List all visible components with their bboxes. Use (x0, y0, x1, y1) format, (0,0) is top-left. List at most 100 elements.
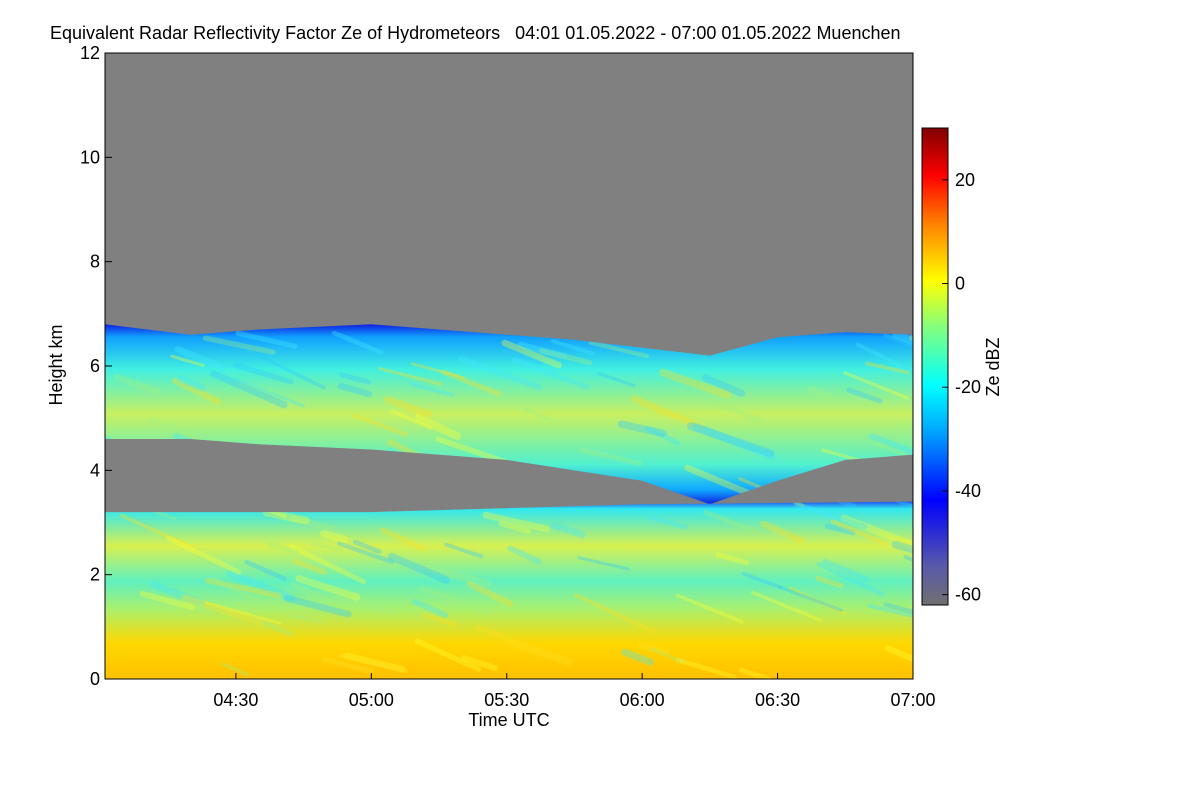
texture-streak (295, 575, 361, 601)
colorbar-gradient (921, 127, 949, 606)
texture-streak (822, 558, 869, 582)
texture-streak (232, 362, 294, 385)
colorbar-tick-label: -40 (955, 481, 981, 501)
y-tick-label: 10 (80, 147, 100, 167)
texture-streak (675, 657, 737, 679)
texture-streak (236, 380, 273, 395)
texture-streak (760, 520, 805, 544)
texture-streak (466, 580, 514, 607)
texture-streak (139, 590, 196, 611)
texture-streak (867, 603, 913, 619)
texture-streak (390, 409, 432, 430)
texture-streak (262, 508, 310, 525)
texture-streak (551, 522, 586, 539)
texture-streak (266, 541, 300, 555)
texture-streak (209, 370, 288, 409)
texture-streak (204, 577, 282, 599)
texture-streak (232, 376, 305, 408)
chart-title: Equivalent Radar Reflectivity Factor Ze … (50, 23, 901, 43)
plot-area: 04:30 05:00 05:30 06:00 06:30 07:00 0 2 4 6 8 10 12 (80, 43, 936, 710)
texture-streak (701, 374, 746, 398)
texture-streak (410, 362, 465, 380)
texture-streak (501, 339, 562, 369)
texture-streak (692, 422, 776, 461)
texture-streak (883, 333, 913, 355)
texture-streak (659, 368, 732, 399)
texture-streak (617, 420, 667, 438)
x-tick-label: 06:00 (620, 690, 665, 710)
texture-streak (288, 613, 323, 624)
texture-streak (502, 349, 543, 366)
texture-streak (292, 558, 328, 576)
texture-streak (338, 653, 409, 674)
y-tick-label: 4 (90, 460, 100, 480)
texture-streak (686, 422, 775, 458)
texture-streak (596, 371, 636, 388)
texture-streak (444, 542, 484, 559)
y-tick-label: 6 (90, 356, 100, 376)
texture-streak (482, 511, 550, 533)
texture-streak (577, 556, 630, 571)
lower-precipitation-layer (105, 501, 913, 679)
texture-streak (244, 559, 287, 582)
texture-streak (884, 645, 913, 679)
texture-streak (821, 448, 860, 462)
colorbar-tick-label: -60 (955, 585, 981, 605)
texture-streak (177, 374, 206, 391)
texture-streak (435, 436, 511, 466)
texture-streak (414, 638, 482, 672)
texture-streak (883, 602, 913, 628)
texture-streak (352, 413, 408, 437)
x-tick-label: 07:00 (890, 690, 935, 710)
texture-streak (150, 581, 206, 607)
texture-streak (498, 521, 531, 534)
texture-streak (305, 596, 346, 615)
texture-streak (221, 661, 250, 677)
texture-streak (715, 552, 749, 566)
x-axis-label: Time UTC (468, 710, 549, 730)
texture-streak (649, 515, 689, 530)
texture-streak (517, 341, 568, 360)
texture-streak (843, 371, 910, 400)
texture-streak (868, 432, 913, 469)
texture-streak (283, 594, 352, 618)
texture-streak (339, 372, 372, 385)
texture-streak (387, 553, 450, 584)
texture-streak (504, 637, 573, 666)
texture-streak (245, 348, 326, 390)
texture-streak (703, 509, 760, 535)
texture-streak (716, 401, 763, 424)
texture-streak (637, 641, 671, 656)
texture-streak (250, 615, 294, 637)
texture-streak (621, 648, 654, 666)
texture-streak (741, 571, 782, 590)
texture-streak (170, 354, 205, 367)
y-tick-label: 8 (90, 252, 100, 272)
texture-streak (408, 381, 455, 398)
texture-streak (411, 598, 448, 619)
y-tick-label: 0 (90, 669, 100, 689)
x-tick-label: 06:30 (755, 690, 800, 710)
texture-streak (441, 369, 501, 397)
texture-streak (120, 513, 194, 550)
texture-streak (320, 530, 348, 544)
texture-streak (343, 652, 406, 673)
y-tick-label: 12 (80, 43, 100, 63)
texture-streak (816, 561, 885, 597)
texture-streak (378, 366, 443, 386)
texture-streak (332, 595, 398, 615)
texture-streak (336, 541, 395, 565)
texture-streak (511, 357, 590, 390)
texture-streak (148, 417, 204, 442)
texture-streak (788, 586, 847, 616)
texture-streak (321, 656, 374, 675)
texture-streak (645, 425, 681, 447)
texture-streak (865, 361, 911, 375)
texture-streak (807, 385, 836, 403)
texture-streak (551, 339, 595, 356)
texture-streak (113, 373, 160, 395)
texture-streak (824, 523, 856, 536)
texture-streak (738, 667, 771, 679)
texture-streak (573, 593, 657, 634)
texture-streak (778, 585, 843, 612)
